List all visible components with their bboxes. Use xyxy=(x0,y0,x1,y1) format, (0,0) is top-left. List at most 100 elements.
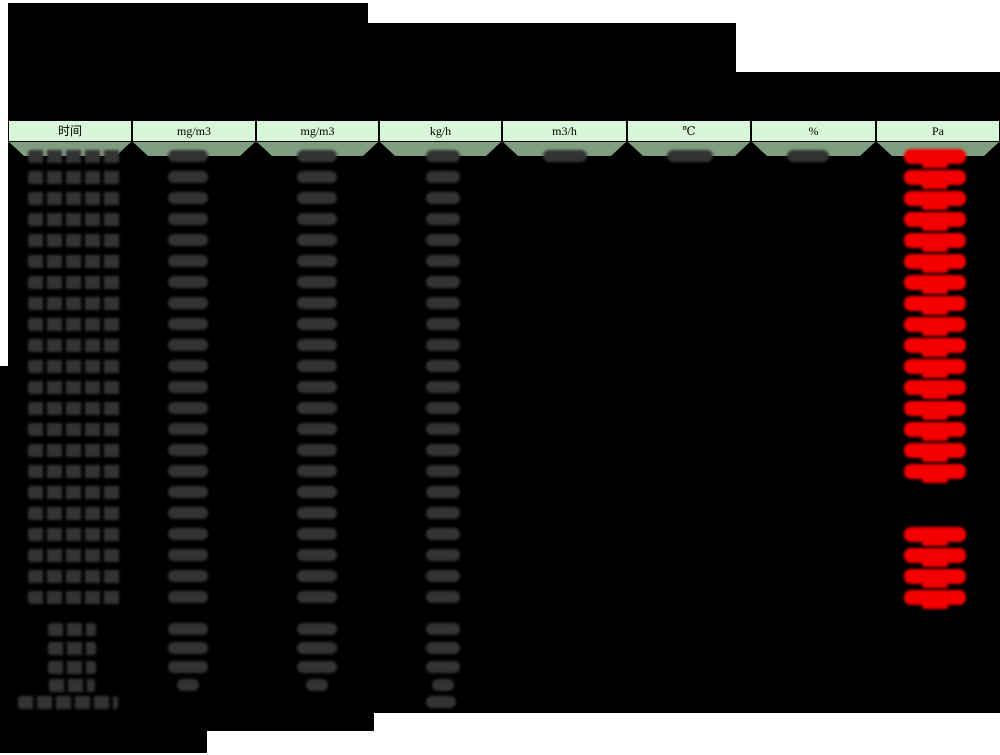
redacted-value-blob xyxy=(426,276,460,288)
redacted-value-blob xyxy=(297,642,337,654)
redacted-value-blob xyxy=(168,402,208,414)
redacted-value-blob xyxy=(168,486,208,498)
redacted-value-blob xyxy=(28,422,122,436)
redacted-value-blob xyxy=(168,339,208,351)
header-cell-5: m3/h xyxy=(502,120,627,142)
redacted-value-blob xyxy=(297,402,337,414)
redacted-value-blob xyxy=(426,150,460,162)
redacted-value-blob xyxy=(28,506,122,520)
bottom-redacted-strip-1 xyxy=(0,713,374,731)
redacted-value-blob xyxy=(168,297,208,309)
redacted-value-blob xyxy=(297,570,337,582)
redacted-meta-band xyxy=(8,72,1000,121)
header-shadow-band-6 xyxy=(628,142,750,156)
redacted-value-blob xyxy=(297,623,337,635)
redacted-value-blob-red xyxy=(904,547,966,563)
redacted-value-blob xyxy=(297,591,337,603)
redacted-value-blob xyxy=(297,192,337,204)
redacted-value-blob xyxy=(28,401,122,415)
redacted-value-blob xyxy=(426,234,460,246)
redacted-value-blob xyxy=(168,570,208,582)
redacted-value-blob xyxy=(297,423,337,435)
redacted-value-blob xyxy=(168,255,208,267)
redacted-value-blob xyxy=(168,444,208,456)
redacted-value-blob-red xyxy=(904,274,966,290)
redacted-value-blob xyxy=(426,171,460,183)
redacted-value-blob xyxy=(426,423,460,435)
redacted-value-blob xyxy=(28,191,122,205)
redacted-value-blob-red xyxy=(904,442,966,458)
redacted-value-blob xyxy=(306,679,328,691)
header-cell-7: % xyxy=(751,120,876,142)
redacted-value-blob xyxy=(297,549,337,561)
redacted-title-block xyxy=(8,3,368,23)
redacted-value-blob xyxy=(426,549,460,561)
redacted-value-blob xyxy=(28,296,122,310)
redacted-value-blob-red xyxy=(904,589,966,605)
redacted-value-blob xyxy=(297,507,337,519)
redacted-value-blob xyxy=(426,528,460,540)
table-body xyxy=(8,142,1000,713)
redacted-value-blob xyxy=(168,318,208,330)
redacted-value-blob xyxy=(168,423,208,435)
redacted-value-blob xyxy=(297,255,337,267)
redacted-value-blob xyxy=(177,679,199,691)
redacted-value-blob xyxy=(168,276,208,288)
redacted-value-blob-red xyxy=(904,463,966,479)
redacted-value-blob xyxy=(297,465,337,477)
redacted-value-blob-red xyxy=(904,190,966,206)
redacted-value-blob xyxy=(543,150,587,162)
redacted-value-blob xyxy=(432,679,454,691)
redacted-value-blob xyxy=(426,339,460,351)
redacted-value-blob xyxy=(426,402,460,414)
redacted-value-blob xyxy=(28,569,122,583)
redacted-value-blob-red xyxy=(904,421,966,437)
redacted-value-blob xyxy=(28,485,122,499)
redacted-value-blob-red xyxy=(904,253,966,269)
redacted-value-blob xyxy=(28,527,122,541)
redacted-value-blob-red xyxy=(904,379,966,395)
redacted-value-blob xyxy=(168,465,208,477)
redacted-value-blob xyxy=(48,641,96,655)
redacted-value-blob xyxy=(28,359,122,373)
redacted-value-blob xyxy=(28,590,122,604)
redacted-value-blob xyxy=(297,276,337,288)
header-shadow-band-3 xyxy=(257,142,378,156)
redacted-value-blob xyxy=(426,661,460,673)
redacted-value-blob xyxy=(28,170,122,184)
redacted-value-blob xyxy=(426,213,460,225)
header-cell-2: mg/m3 xyxy=(132,120,256,142)
redacted-value-blob xyxy=(28,275,122,289)
table-header-row: 时间 mg/m3 mg/m3 kg/h m3/h ℃% Pa xyxy=(8,120,1000,142)
redacted-value-blob-red xyxy=(904,526,966,542)
redacted-value-blob xyxy=(28,338,122,352)
redacted-value-blob xyxy=(28,233,122,247)
redacted-value-blob xyxy=(168,642,208,654)
redacted-value-blob xyxy=(426,465,460,477)
redacted-value-blob xyxy=(168,381,208,393)
redacted-value-blob xyxy=(48,660,96,674)
redacted-value-blob xyxy=(426,297,460,309)
header-shadow-band-2 xyxy=(133,142,255,156)
redacted-value-blob xyxy=(168,360,208,372)
redacted-value-blob xyxy=(297,213,337,225)
redacted-value-blob-red xyxy=(904,316,966,332)
redacted-value-blob-red xyxy=(904,148,966,164)
redacted-value-blob xyxy=(168,528,208,540)
redacted-value-blob-red xyxy=(904,400,966,416)
redacted-value-blob xyxy=(297,661,337,673)
redacted-value-blob xyxy=(297,486,337,498)
redacted-value-blob xyxy=(426,696,456,708)
redacted-value-blob-red xyxy=(904,232,966,248)
redacted-value-blob xyxy=(297,444,337,456)
header-cell-4: kg/h xyxy=(379,120,502,142)
redacted-value-blob xyxy=(18,695,118,709)
header-cell-8: Pa xyxy=(876,120,1000,142)
redacted-value-blob xyxy=(168,661,208,673)
redacted-value-blob xyxy=(426,360,460,372)
redacted-value-blob xyxy=(28,443,122,457)
redacted-value-blob xyxy=(48,622,96,636)
redacted-value-blob xyxy=(667,150,713,162)
redacted-value-blob xyxy=(297,528,337,540)
